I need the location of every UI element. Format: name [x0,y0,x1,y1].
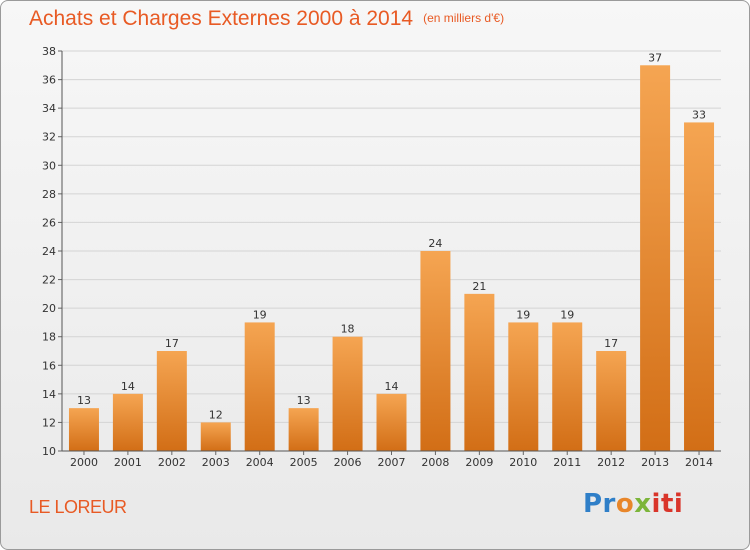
x-tick-label: 2004 [246,456,274,469]
chart-title: Achats et Charges Externes 2000 à 2014 (e… [29,7,504,31]
y-tick-label: 26 [42,216,56,229]
y-tick-label: 38 [42,45,56,58]
bar [288,408,319,451]
x-tick-label: 2014 [685,456,713,469]
bar-value-label: 18 [341,323,355,336]
bar [112,393,143,451]
y-tick-label: 32 [42,131,56,144]
y-tick-label: 22 [42,274,56,287]
x-tick-label: 2008 [421,456,449,469]
bar [596,351,627,451]
bar [376,393,407,451]
x-tick-label: 2000 [70,456,98,469]
bar-value-label: 13 [297,394,311,407]
bar-value-label: 13 [77,394,91,407]
chart-title-text: Achats et Charges Externes 2000 à 2014 [29,7,414,30]
y-tick-label: 14 [42,388,56,401]
x-tick-label: 2012 [597,456,625,469]
x-tick-label: 2006 [334,456,362,469]
x-tick-label: 2007 [378,456,406,469]
logo-part-3: x [634,489,652,519]
x-tick-label: 2010 [509,456,537,469]
bar [200,422,231,451]
chart-subtitle: (en milliers d'€) [423,11,505,25]
bar [508,322,539,451]
bar-value-label: 24 [428,237,442,250]
x-tick-label: 2005 [290,456,318,469]
bar-value-label: 33 [692,108,706,121]
bar [420,251,451,451]
bar-value-label: 17 [165,337,179,350]
bars: 13 14 17 12 19 13 18 14 24 21 19 19 17 37 33 [68,51,715,452]
y-tick-label: 36 [42,74,56,87]
x-tick-label: 2002 [158,456,186,469]
bar [552,322,583,451]
bar-value-label: 19 [253,308,267,321]
y-tick-label: 12 [42,416,56,429]
bar [464,293,495,451]
logo-part-1: Pr [583,489,616,519]
bar [640,65,671,452]
x-tick-label: 2001 [114,456,142,469]
bar-value-label: 21 [472,280,486,293]
bar [332,336,363,451]
bar [156,351,187,451]
y-tick-label: 28 [42,188,56,201]
y-tick-label: 20 [42,302,56,315]
logo-part-4: iti [651,489,684,519]
logo-part-2: o [615,489,635,519]
x-tick-label: 2003 [202,456,230,469]
y-tick-label: 16 [42,359,56,372]
y-tick-label: 24 [42,245,56,258]
bar [684,122,715,451]
town-name: LE LOREUR [29,497,127,517]
bar [68,408,99,451]
bar [244,322,275,451]
y-tick-label: 30 [42,159,56,172]
bar-value-label: 17 [604,337,618,350]
x-tick-label: 2009 [465,456,493,469]
x-axis-ticks: 2000 2001 2002 2003 2004 2005 2006 2007 2008 2009… [70,451,713,469]
bar-value-label: 19 [560,308,574,321]
bar-value-label: 19 [516,308,530,321]
bar-value-label: 37 [648,51,662,64]
bar-value-label: 14 [385,380,399,393]
y-tick-label: 34 [42,102,56,115]
bar-value-label: 14 [121,380,135,393]
y-tick-label: 18 [42,331,56,344]
bar-value-label: 12 [209,408,223,421]
y-axis-ticks: 10 12 14 16 18 20 22 24 26 28 30 32 34 36 38 [42,45,62,458]
proxiti-logo[interactable]: Proxiti [583,489,683,519]
x-tick-label: 2013 [641,456,669,469]
x-tick-label: 2011 [553,456,581,469]
y-tick-label: 10 [42,445,56,458]
